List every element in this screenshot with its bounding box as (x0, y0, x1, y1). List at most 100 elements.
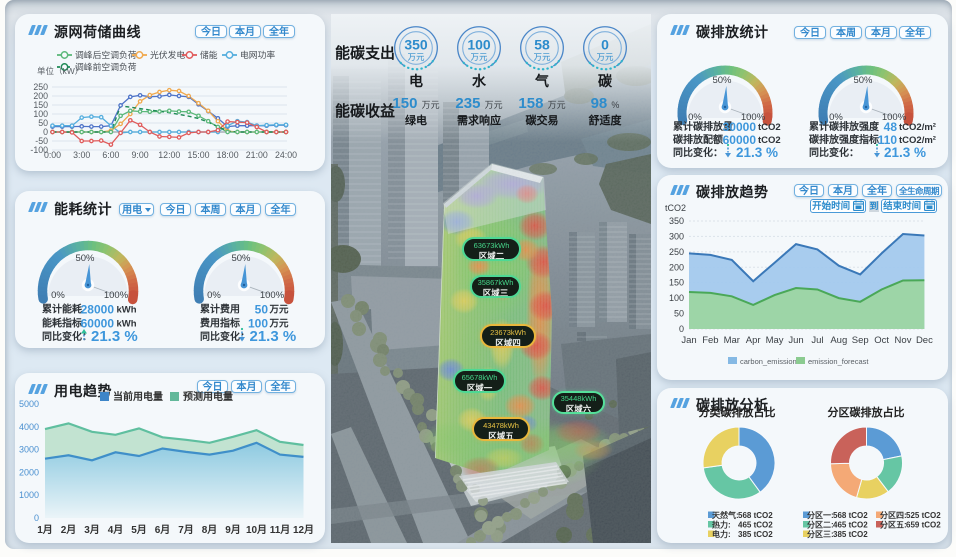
svg-text:tCO2: tCO2 (758, 135, 781, 146)
svg-text:万元: 万元 (269, 305, 290, 316)
svg-text:150 万元: 150 万元 (392, 95, 439, 112)
svg-text:50: 50 (38, 118, 48, 128)
svg-text:Oct: Oct (874, 335, 889, 346)
svg-text:50%: 50% (712, 75, 732, 86)
svg-text:舒适度: 舒适度 (589, 113, 623, 127)
svg-text:电: 电 (409, 73, 423, 89)
svg-text:2000: 2000 (19, 467, 39, 477)
svg-text:万元: 万元 (470, 52, 488, 62)
svg-text:50: 50 (255, 303, 269, 317)
svg-text:28000: 28000 (81, 303, 115, 317)
svg-text:465 tCO2: 465 tCO2 (833, 521, 868, 530)
svg-text:3000: 3000 (19, 445, 39, 455)
svg-text:carbon_emission: carbon_emission (740, 357, 797, 366)
svg-text:碳排放强度指标: 碳排放强度指标 (809, 133, 879, 146)
svg-text:0%: 0% (51, 290, 65, 301)
svg-text:万元: 万元 (407, 52, 425, 62)
svg-text:30000: 30000 (723, 120, 757, 134)
svg-text:累计能耗: 累计能耗 (42, 303, 82, 316)
svg-text:350: 350 (404, 37, 428, 53)
svg-text:万元: 万元 (269, 319, 290, 330)
svg-text:需求响应: 需求响应 (457, 113, 501, 127)
svg-text:300: 300 (669, 231, 684, 241)
svg-text:9月: 9月 (225, 524, 241, 536)
svg-text:能耗指标: 能耗指标 (42, 317, 82, 330)
svg-text:0%: 0% (207, 290, 221, 301)
svg-text:0: 0 (34, 513, 39, 523)
svg-text:Dec: Dec (916, 335, 933, 346)
svg-text:调峰前空调负荷: 调峰前空调负荷 (75, 61, 137, 72)
svg-text:12月: 12月 (293, 524, 314, 536)
svg-text:100%: 100% (104, 290, 129, 301)
svg-text:158 万元: 158 万元 (518, 95, 565, 112)
svg-text:235 万元: 235 万元 (455, 95, 502, 112)
svg-text:9:00: 9:00 (132, 150, 149, 160)
svg-text:21.3 %: 21.3 % (736, 145, 778, 160)
svg-text:绿电: 绿电 (405, 113, 427, 127)
svg-text:Jul: Jul (811, 335, 823, 346)
svg-text:7月: 7月 (178, 524, 194, 536)
svg-text:21:00: 21:00 (246, 150, 268, 160)
svg-text:21.3 %: 21.3 % (884, 145, 926, 160)
svg-text:万元: 万元 (533, 52, 551, 62)
svg-text:568 tCO2: 568 tCO2 (833, 511, 868, 520)
svg-text:100%: 100% (882, 112, 907, 123)
svg-text:电力:: 电力: (712, 529, 731, 539)
svg-text:58: 58 (534, 37, 550, 53)
svg-text:emission_forecast: emission_forecast (808, 357, 869, 366)
svg-text:6月: 6月 (155, 524, 171, 536)
svg-text:60000: 60000 (723, 133, 757, 147)
svg-text:5月: 5月 (131, 524, 147, 536)
svg-text:Mar: Mar (724, 335, 740, 346)
svg-text:tCO2: tCO2 (665, 203, 686, 213)
svg-text:Aug: Aug (830, 335, 847, 346)
svg-text:350: 350 (669, 216, 684, 226)
svg-text:碳排放配额: 碳排放配额 (673, 133, 723, 146)
svg-text:465 tCO2: 465 tCO2 (738, 521, 773, 530)
svg-text:tCO2/m²: tCO2/m² (899, 135, 936, 146)
svg-text:同比变化：: 同比变化： (673, 146, 723, 159)
svg-text:200: 200 (669, 262, 684, 272)
svg-text:Sep: Sep (852, 335, 869, 346)
svg-text:21.3 %: 21.3 % (250, 328, 297, 345)
svg-text:525 tCO2: 525 tCO2 (906, 511, 941, 520)
svg-text:天然气:: 天然气: (712, 510, 739, 520)
svg-text:分类碳排放占比: 分类碳排放占比 (699, 405, 776, 419)
svg-text:5000: 5000 (19, 399, 39, 409)
svg-text:0:00: 0:00 (44, 150, 61, 160)
svg-text:250: 250 (33, 82, 48, 92)
svg-text:单位（kW）: 单位（kW） (37, 66, 83, 76)
svg-text:659 tCO2: 659 tCO2 (906, 521, 941, 530)
svg-text:碳交易: 碳交易 (526, 113, 559, 127)
svg-text:累计碳排放量: 累计碳排放量 (673, 120, 733, 133)
svg-text:万元: 万元 (596, 52, 614, 62)
svg-text:分区四:: 分区四: (880, 510, 907, 520)
svg-text:250: 250 (669, 247, 684, 257)
svg-text:50%: 50% (75, 253, 95, 264)
svg-text:11月: 11月 (270, 524, 291, 536)
svg-text:12:00: 12:00 (158, 150, 180, 160)
svg-text:累计碳排放强度: 累计碳排放强度 (809, 120, 880, 133)
svg-text:水: 水 (472, 73, 487, 89)
svg-text:0%: 0% (829, 112, 843, 123)
svg-text:Nov: Nov (895, 335, 912, 346)
svg-text:Apr: Apr (746, 335, 761, 346)
svg-text:分区一:: 分区一: (807, 510, 834, 520)
svg-text:-100: -100 (30, 145, 48, 155)
svg-text:0: 0 (43, 127, 48, 137)
svg-text:同比变化：: 同比变化： (809, 146, 859, 159)
svg-text:累计费用: 累计费用 (200, 303, 240, 316)
svg-text:4月: 4月 (108, 524, 124, 536)
svg-text:1月: 1月 (37, 524, 53, 536)
svg-text:预测用电量: 预测用电量 (183, 390, 233, 403)
svg-text:同比变化：: 同比变化： (42, 330, 92, 343)
svg-text:150: 150 (33, 100, 48, 110)
svg-text:储能: 储能 (200, 49, 218, 60)
svg-text:100: 100 (467, 37, 491, 53)
svg-text:24:00: 24:00 (275, 150, 297, 160)
svg-text:8月: 8月 (202, 524, 218, 536)
svg-text:分区碳排放占比: 分区碳排放占比 (828, 405, 905, 419)
svg-text:光伏发电: 光伏发电 (150, 49, 185, 60)
svg-text:100%: 100% (741, 112, 766, 123)
svg-text:4000: 4000 (19, 422, 39, 432)
